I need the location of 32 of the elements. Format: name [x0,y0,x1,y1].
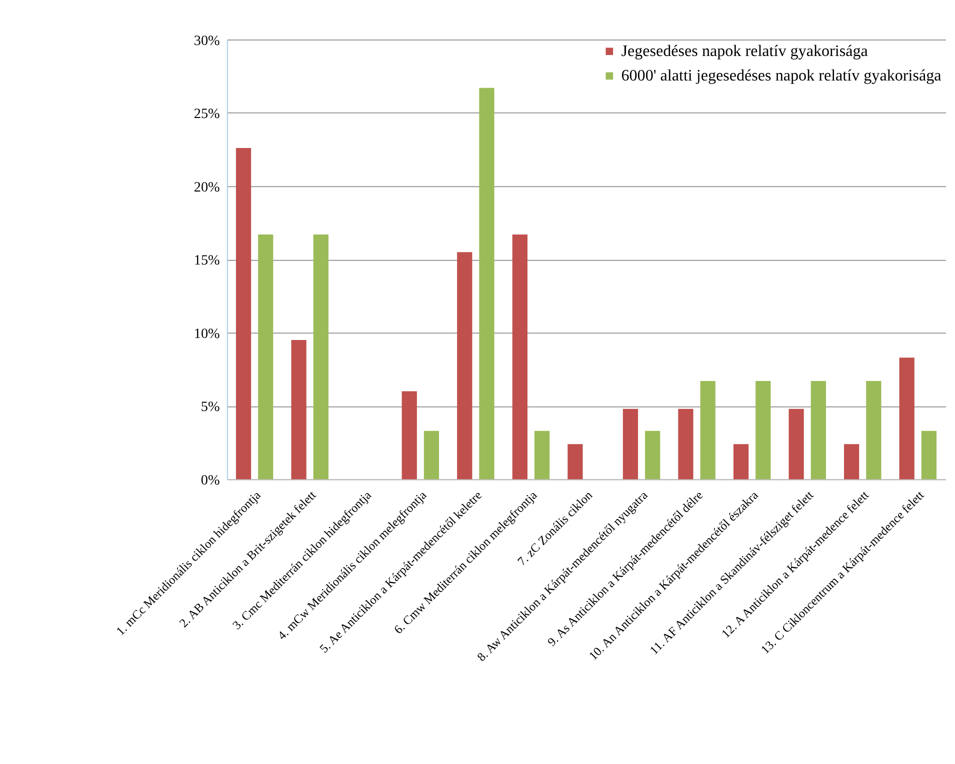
legend-label: Jegesedéses napok relatív gyakorisága [621,43,868,60]
legend-label: 6000' alatti jegesedéses napok relatív gyakorisága [621,68,942,85]
y-tick-label: 20% [194,179,220,196]
bar [810,381,826,480]
bar [402,391,417,480]
bar [921,430,937,480]
y-tick-label: 15% [194,252,220,269]
bar [733,444,749,480]
y-tick-label: 10% [194,326,220,342]
bar [788,408,804,480]
bar [844,444,860,480]
bar [457,252,472,480]
bar [534,430,550,480]
bar [866,381,882,480]
y-tick-label: 0% [200,472,220,488]
bar [700,381,716,480]
bar [678,408,694,480]
bar [568,444,583,480]
bar [479,88,494,480]
bar [512,234,528,480]
bar [313,234,328,480]
bar [291,340,306,480]
bar [424,430,440,480]
bar [622,408,638,480]
bar [645,430,660,480]
bar [899,358,914,480]
bar [236,148,252,480]
bar [756,381,771,480]
y-tick-label: 5% [200,399,220,416]
y-tick-label: 25% [194,106,220,122]
bar [258,234,274,480]
y-tick-label: 30% [194,32,220,49]
